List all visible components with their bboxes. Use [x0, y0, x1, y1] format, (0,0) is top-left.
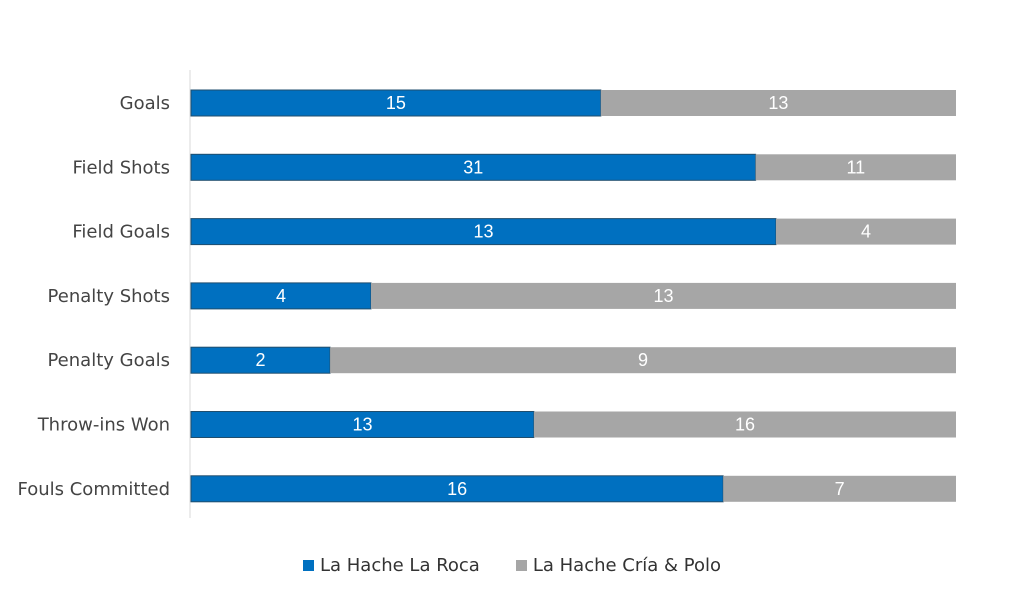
bar-2-throw-ins-won[interactable] [533, 411, 956, 438]
bar-2-goals[interactable] [600, 90, 956, 116]
legend-label-series-1: La Hache La Roca [319, 555, 480, 576]
legend-item-series-2[interactable]: La Hache Cría & Polo [515, 555, 722, 576]
data-label-1-field-shots: 31 [463, 157, 483, 177]
data-label-1-throw-ins-won: 13 [352, 415, 372, 435]
category-label-penalty-shots: Penalty Shots [48, 286, 170, 307]
category-label-field-goals: Field Goals [72, 222, 170, 243]
bar-1-penalty-goals[interactable] [190, 346, 331, 374]
bar-2-field-goals[interactable] [776, 218, 956, 245]
data-label-1-goals: 15 [386, 93, 406, 113]
category-label-fouls-committed: Fouls Committed [18, 479, 171, 500]
data-label-2-fouls-committed: 7 [835, 479, 845, 499]
data-label-2-throw-ins-won: 16 [735, 415, 755, 435]
data-label-2-penalty-shots: 13 [653, 286, 673, 306]
data-label-2-goals: 13 [768, 93, 788, 113]
category-label-goals: Goals [120, 93, 170, 114]
legend: La Hache La Roca La Hache Cría & Polo [0, 555, 1024, 576]
bar-2-penalty-goals[interactable] [330, 347, 957, 374]
data-label-1-penalty-goals: 2 [256, 350, 266, 370]
bars-group: 15 13 31 11 13 4 4 13 2 9 13 16 16 7 [190, 89, 957, 503]
bar-1-throw-ins-won[interactable] [190, 411, 535, 438]
bar-1-field-goals[interactable] [190, 218, 777, 246]
data-label-1-fouls-committed: 16 [447, 479, 467, 499]
legend-item-series-1[interactable]: La Hache La Roca [302, 555, 480, 576]
legend-swatch-series-2 [515, 560, 527, 571]
category-label-throw-ins-won: Throw-ins Won [37, 415, 170, 436]
category-label-penalty-goals: Penalty Goals [47, 350, 170, 371]
data-label-2-field-shots: 11 [846, 157, 865, 177]
data-label-2-field-goals: 4 [861, 222, 871, 242]
bar-1-penalty-shots[interactable] [190, 282, 372, 310]
bar-2-penalty-shots[interactable] [371, 282, 956, 309]
data-label-1-penalty-shots: 4 [276, 286, 286, 306]
category-label-field-shots: Field Shots [72, 157, 170, 178]
bar-2-fouls-committed[interactable] [723, 475, 956, 502]
legend-swatch-series-1 [302, 560, 314, 571]
bar-1-fouls-committed[interactable] [190, 475, 724, 503]
category-labels-group: Goals Field Shots Field Goals Penalty Shots… [18, 93, 171, 500]
bar-1-field-shots[interactable] [190, 153, 757, 181]
data-label-1-field-goals: 13 [473, 222, 493, 242]
bar-2-field-shots[interactable] [755, 154, 956, 181]
data-label-2-penalty-goals: 9 [638, 350, 648, 370]
legend-label-series-2: La Hache Cría & Polo [532, 555, 722, 576]
